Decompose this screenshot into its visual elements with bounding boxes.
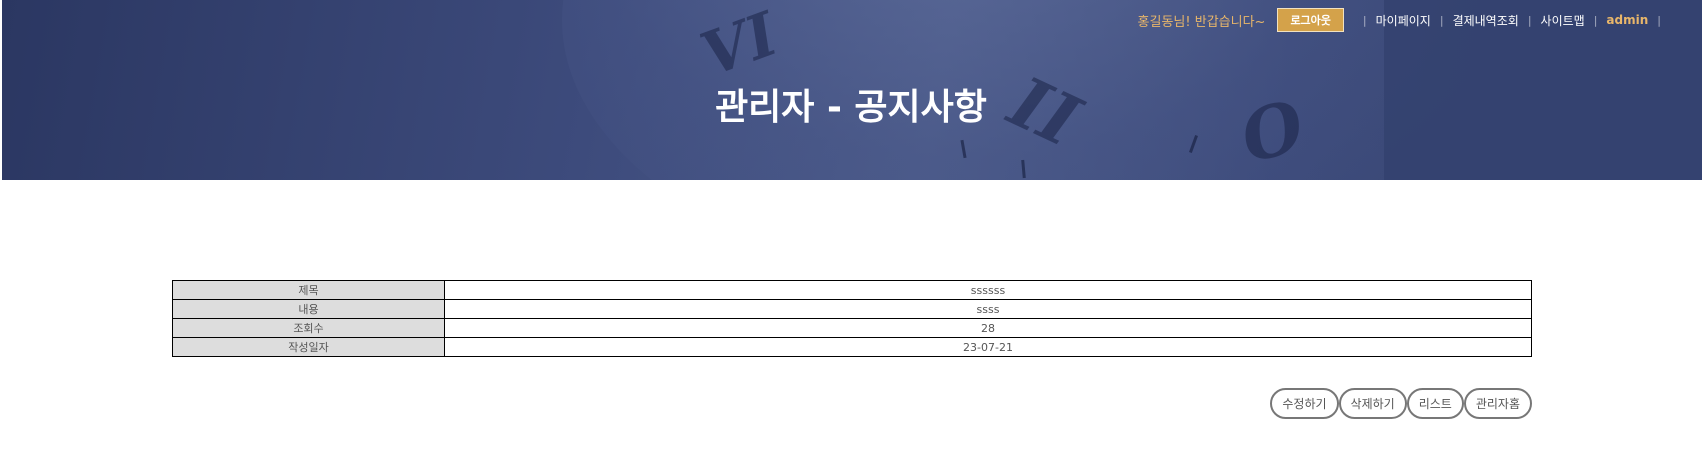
row-label-date: 작성일자 [172, 337, 445, 357]
row-value-title: ssssss [444, 280, 1532, 300]
action-buttons: 수정하기 삭제하기 리스트 관리자홈 [1270, 388, 1532, 419]
row-value-content: ssss [444, 299, 1532, 319]
nav-separator: | [1527, 13, 1532, 27]
delete-button[interactable]: 삭제하기 [1338, 388, 1407, 419]
logout-button[interactable]: 로그아웃 [1277, 8, 1344, 32]
table-row: 내용 ssss [172, 299, 1532, 319]
notice-detail-table: 제목 ssssss 내용 ssss 조회수 28 작성일자 23-07-21 [172, 280, 1532, 357]
top-navigation: 홍길동님! 반갑습니다~ 로그아웃 | 마이페이지 | 결제내역조회 | 사이트… [1138, 8, 1670, 32]
page-title: 관리자 - 공지사항 [715, 87, 987, 128]
admin-home-button[interactable]: 관리자홈 [1463, 388, 1532, 419]
nav-separator: | [1362, 13, 1367, 27]
row-value-views: 28 [444, 318, 1532, 338]
row-label-title: 제목 [172, 280, 445, 300]
nav-link-payment-history[interactable]: 결제내역조회 [1452, 13, 1519, 28]
row-label-content: 내용 [172, 299, 445, 319]
header-banner: VI II O [2, 0, 1702, 180]
nav-separator: | [1593, 13, 1598, 27]
list-button[interactable]: 리스트 [1406, 388, 1464, 419]
nav-separator: | [1657, 13, 1661, 27]
nav-link-sitemap[interactable]: 사이트맵 [1540, 13, 1585, 28]
table-row: 제목 ssssss [172, 280, 1532, 300]
edit-button[interactable]: 수정하기 [1270, 388, 1339, 419]
greeting-text: 홍길동님! 반갑습니다~ [1137, 14, 1266, 30]
row-value-date: 23-07-21 [444, 337, 1532, 357]
table-row: 작성일자 23-07-21 [172, 337, 1532, 357]
row-label-views: 조회수 [172, 318, 445, 338]
nav-separator: | [1439, 13, 1444, 27]
nav-link-mypage[interactable]: 마이페이지 [1375, 13, 1431, 28]
table-row: 조회수 28 [172, 318, 1532, 338]
banner-right-panel [1384, 0, 1702, 180]
nav-link-admin[interactable]: admin [1606, 13, 1649, 27]
